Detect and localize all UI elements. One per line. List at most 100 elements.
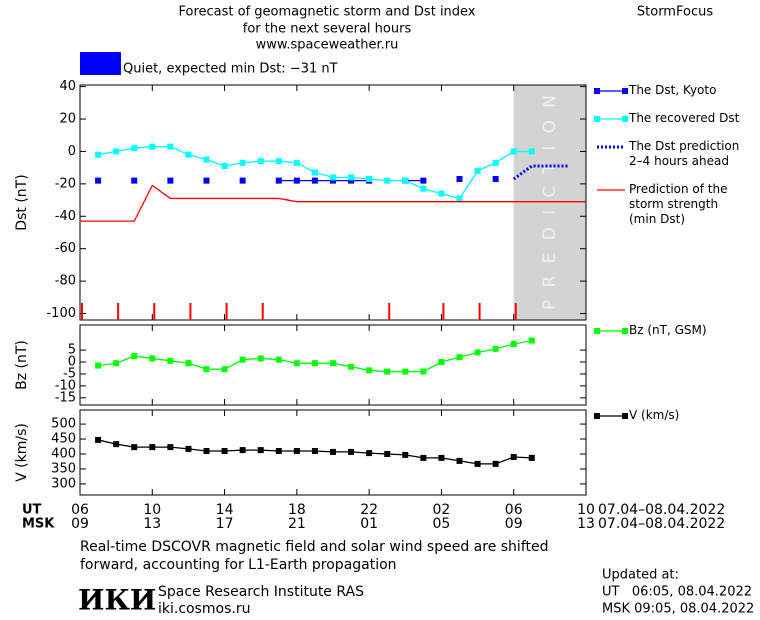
x2-tick-label: 09	[505, 516, 523, 532]
y-tick-label: -5	[63, 366, 76, 381]
series-line	[97, 339, 532, 373]
legend-marker	[622, 116, 628, 122]
y-tick-label: 350	[51, 461, 76, 476]
legend-label: Bz (nT, GSM)	[629, 323, 707, 337]
y-tick-label: 300	[51, 476, 76, 491]
data-point	[131, 177, 138, 184]
y-tick-label: 400	[51, 446, 76, 461]
x-tick-label: 10	[143, 502, 161, 518]
data-point	[420, 368, 427, 375]
data-point	[384, 450, 391, 457]
data-point	[474, 167, 481, 174]
footer-note: forward, accounting for L1-Earth propaga…	[80, 557, 397, 573]
legend-marker	[622, 328, 628, 334]
data-point	[131, 353, 138, 360]
data-point	[113, 148, 120, 155]
data-point	[293, 177, 300, 184]
x2-tick-label: 13	[577, 516, 595, 532]
x-tick-label: 06	[71, 502, 89, 518]
data-point	[275, 356, 282, 363]
data-point	[528, 148, 535, 155]
data-point	[311, 169, 318, 176]
data-point	[510, 148, 517, 155]
y-tick-label: 0	[68, 355, 76, 370]
x2-axis-label: MSK	[22, 517, 55, 532]
data-point	[113, 441, 120, 448]
data-point	[149, 355, 156, 362]
legend-marker	[622, 413, 628, 419]
data-point	[528, 454, 535, 461]
data-point	[95, 151, 102, 158]
y-tick-label: -10	[55, 378, 76, 393]
data-point	[95, 436, 102, 443]
data-point	[203, 177, 210, 184]
date-range: 07.04–08.04.2022	[598, 502, 725, 518]
prediction-area	[513, 85, 586, 320]
data-point	[528, 337, 535, 344]
panel-frame	[79, 409, 587, 496]
data-point	[275, 448, 282, 455]
y-tick-label: 0	[68, 144, 76, 159]
y-tick-label: -20	[55, 176, 76, 191]
data-point	[330, 174, 336, 181]
x2-tick-label: 05	[433, 516, 451, 532]
data-point	[438, 454, 445, 461]
y-axis-label: V (km/s)	[14, 423, 30, 482]
data-point	[95, 177, 102, 184]
site: iki.cosmos.ru	[158, 601, 250, 617]
legend-label: The recovered Dst	[629, 111, 740, 125]
legend-label: The Dst prediction 2–4 hours ahead	[629, 139, 740, 168]
data-point	[113, 360, 120, 367]
y-tick-label: 40	[59, 79, 76, 94]
x2-tick-label: 01	[360, 516, 378, 532]
legend-marker	[594, 328, 600, 334]
y-tick-label: -60	[55, 241, 76, 256]
x2-tick-label: 09	[71, 516, 89, 532]
institute: Space Research Institute RAS	[158, 584, 364, 600]
data-point	[330, 177, 336, 184]
data-point	[293, 360, 300, 367]
data-point	[438, 190, 445, 197]
data-point	[492, 345, 499, 352]
x2-tick-label: 21	[288, 516, 306, 532]
data-point	[438, 359, 445, 366]
data-point	[221, 448, 228, 455]
title: Forecast of geomagnetic storm and Dst in…	[178, 5, 475, 20]
data-point	[474, 349, 481, 356]
data-point	[366, 176, 373, 182]
data-point	[510, 341, 517, 348]
data-point	[185, 445, 192, 452]
legend-marker	[594, 413, 600, 419]
y-tick-label: 20	[59, 112, 76, 127]
data-point	[131, 444, 138, 451]
data-point	[402, 177, 409, 184]
legend-label: The Dst, Kyoto	[629, 83, 717, 97]
data-point	[257, 355, 264, 362]
data-point	[456, 176, 463, 182]
data-point	[311, 177, 318, 184]
footer-note: Real-time DSCOVR magnetic field and sola…	[80, 539, 549, 555]
data-point	[239, 356, 246, 363]
data-point	[348, 174, 355, 181]
data-point	[185, 151, 192, 158]
data-point	[311, 448, 318, 455]
legend-marker	[594, 116, 600, 122]
data-point	[348, 363, 355, 370]
data-point	[221, 163, 228, 170]
data-point	[167, 177, 174, 184]
data-point	[456, 354, 463, 361]
data-point	[149, 143, 156, 150]
data-point	[510, 453, 517, 460]
title: for the next several hours	[243, 22, 412, 37]
y-axis-label: Dst (nT)	[14, 174, 30, 230]
data-point	[492, 460, 499, 467]
y-tick-label: 5	[68, 343, 76, 358]
data-point	[221, 366, 228, 373]
data-point	[257, 158, 264, 165]
data-point	[384, 368, 391, 375]
date-range: 07.04–08.04.2022	[598, 516, 725, 532]
x2-tick-label: 17	[216, 516, 234, 532]
y-tick-label: -40	[55, 209, 76, 224]
y-tick-label: -80	[55, 274, 76, 289]
data-point	[185, 360, 192, 367]
